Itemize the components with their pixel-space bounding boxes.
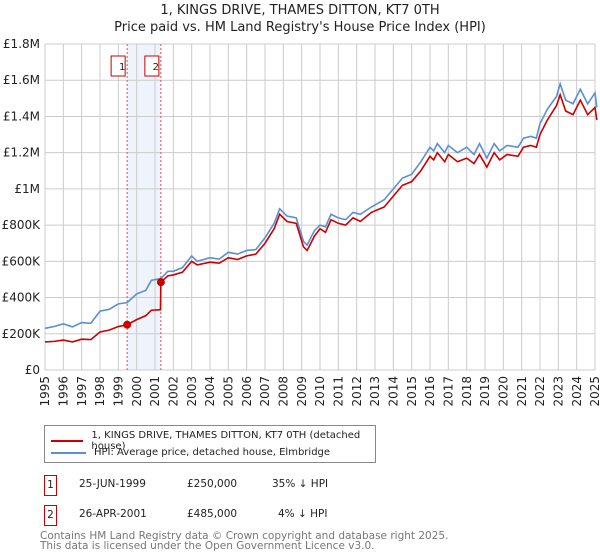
sale-marker-label: 1	[119, 62, 125, 73]
x-tick-label: 2006	[240, 376, 254, 407]
x-tick-label: 2023	[552, 376, 566, 407]
x-tick-label: 2017	[442, 376, 456, 407]
y-tick-label: £800K	[2, 218, 42, 232]
sale-hpi-diff: 35% ↓ HPI	[272, 478, 329, 490]
legend-label: HPI: Average price, detached house, Elmb…	[94, 447, 331, 458]
x-tick-label: 2018	[460, 376, 474, 407]
x-tick-label: 2008	[277, 376, 291, 407]
sale-hpi-diff: 4% ↓ HPI	[278, 508, 328, 520]
y-tick-label: £1.2M	[3, 146, 40, 160]
sale-marker-badge	[110, 55, 126, 77]
x-tick-label: 1996	[57, 376, 71, 407]
sale-date: 26-APR-2001	[79, 508, 147, 520]
y-tick-label: £400K	[2, 291, 42, 305]
x-tick-label: 2000	[130, 376, 144, 407]
y-tick-label: £1.8M	[3, 37, 40, 51]
x-tick-label: 2015	[405, 376, 419, 407]
y-tick-label: £600K	[2, 254, 42, 268]
x-tick-label: 2010	[313, 376, 327, 407]
x-tick-label: 2014	[387, 376, 401, 407]
sale-price: £250,000	[187, 478, 238, 490]
x-tick-label: 2011	[332, 376, 346, 407]
legend-swatch-blue	[51, 451, 86, 454]
x-tick-label: 2009	[295, 376, 309, 407]
x-tick-label: 2005	[222, 376, 236, 407]
y-tick-label: £1M	[14, 182, 40, 196]
sale-marker-label: 2	[153, 62, 159, 73]
chart-title: 1, KINGS DRIVE, THAMES DITTON, KT7 0TH	[160, 3, 440, 18]
x-tick-label: 2001	[148, 376, 162, 407]
sale-badge: 1	[44, 475, 57, 496]
legend-item-property: 1, KINGS DRIVE, THAMES DITTON, KT7 0TH (…	[51, 430, 375, 452]
legend-swatch-red	[51, 440, 84, 442]
x-tick-label: 2019	[478, 376, 492, 407]
price-paid-line	[44, 92, 598, 343]
x-tick-label: 2021	[515, 376, 529, 407]
legend-item-hpi: HPI: Average price, detached house, Elmb…	[51, 447, 330, 458]
x-tick-label: 2004	[203, 376, 217, 407]
x-tick-label: 2003	[185, 376, 199, 407]
hpi-line	[44, 81, 598, 330]
x-tick-label: 1997	[75, 376, 89, 407]
legend: 1, KINGS DRIVE, THAMES DITTON, KT7 0TH (…	[44, 425, 376, 463]
sale-point	[156, 278, 165, 287]
x-tick-label: 2007	[258, 376, 272, 407]
sale-price: £485,000	[187, 508, 238, 520]
x-tick-label: 2012	[350, 376, 364, 407]
price-chart: £0 £200K £400K £600K £800K £1M £1.2M £1.4M £1.6M…	[2, 37, 600, 407]
x-tick-label: 2022	[533, 376, 547, 407]
x-tick-label: 2024	[570, 376, 584, 407]
x-tick-label: 2020	[497, 376, 511, 407]
chart-subtitle: Price paid vs. HM Land Registry's House …	[114, 20, 486, 35]
x-tick-label: 2002	[167, 376, 181, 407]
legend-label: 1, KINGS DRIVE, THAMES DITTON, KT7 0TH (…	[91, 430, 361, 452]
sale-period-band	[127, 44, 161, 370]
x-tick-label: 1995	[38, 376, 52, 407]
y-tick-label: £0	[25, 363, 40, 377]
x-tick-label: 2016	[423, 376, 437, 407]
sale-marker-badge	[144, 55, 160, 77]
x-tick-label: 1999	[112, 376, 126, 407]
y-tick-label: £1.4M	[3, 109, 40, 123]
x-tick-label: 2025	[588, 376, 600, 407]
x-tick-label: 2013	[368, 376, 382, 407]
y-tick-label: £200K	[2, 327, 42, 341]
footer-line: This data is licensed under the Open Gov…	[40, 540, 375, 552]
sale-point	[123, 320, 132, 329]
footer: Contains HM Land Registry data © Crown c…	[40, 530, 449, 552]
x-tick-label: 1998	[93, 376, 107, 407]
footer-line: Contains HM Land Registry data © Crown c…	[40, 530, 449, 542]
y-tick-label: £1.6M	[3, 73, 40, 87]
sale-date: 25-JUN-1999	[79, 478, 146, 490]
sale-badge: 2	[44, 505, 57, 526]
